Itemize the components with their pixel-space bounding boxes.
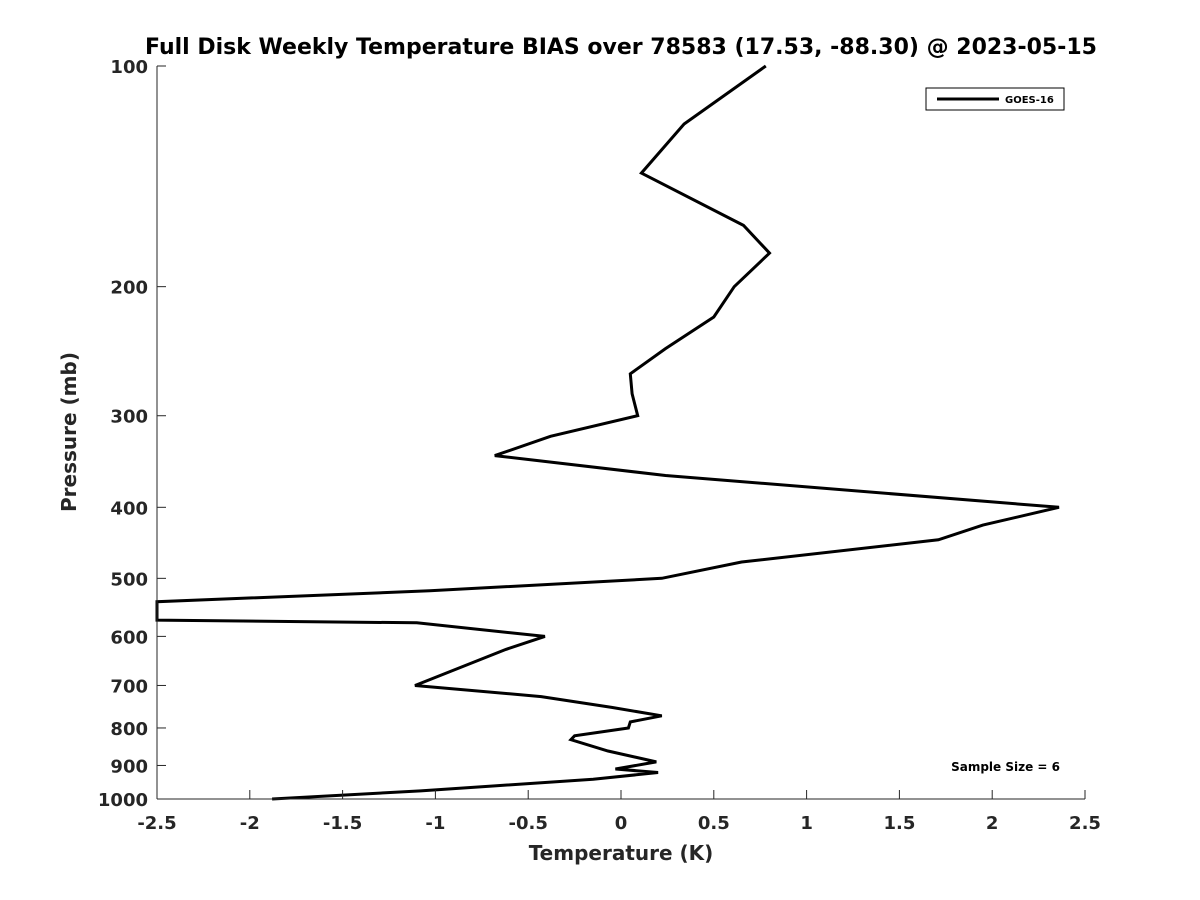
x-axis-label: Temperature (K) (529, 841, 714, 865)
x-tick-label: -1.5 (323, 813, 362, 834)
chart-title: Full Disk Weekly Temperature BIAS over 7… (145, 35, 1097, 60)
y-tick-label: 100 (110, 57, 148, 78)
legend-label-goes-16: GOES-16 (1005, 95, 1054, 106)
y-tick-label: 400 (110, 498, 148, 519)
x-tick-label: -1 (425, 813, 445, 834)
x-tick-label: 0.5 (698, 813, 730, 834)
y-axis-label: Pressure (mb) (57, 352, 81, 512)
sample-size-annotation: Sample Size = 6 (951, 760, 1060, 774)
y-tick-label: 600 (110, 627, 148, 648)
x-tick-label: 2.5 (1069, 813, 1101, 834)
y-tick-label: 700 (110, 676, 148, 697)
x-axis: -2.5 -2 -1.5 -1 -0.5 0 0.5 1 1.5 2 2.5 (137, 790, 1101, 834)
series-line-goes-16 (155, 64, 1060, 801)
y-tick-label: 900 (110, 756, 148, 777)
x-tick-label: 0 (615, 813, 628, 834)
y-tick-label: 500 (110, 569, 148, 590)
y-tick-label: 300 (110, 407, 148, 428)
y-axis: 100 200 300 400 500 600 700 800 900 1000 (98, 57, 166, 811)
y-tick-label: 1000 (98, 790, 148, 811)
x-tick-label: 2 (986, 813, 999, 834)
x-tick-label: -2.5 (137, 813, 176, 834)
x-tick-label: 1 (800, 813, 813, 834)
x-tick-label: -2 (240, 813, 260, 834)
y-tick-label: 800 (110, 719, 148, 740)
x-tick-label: -0.5 (509, 813, 548, 834)
x-tick-label: 1.5 (883, 813, 915, 834)
legend: GOES-16 (925, 87, 1065, 111)
plot-area (155, 64, 1060, 801)
y-tick-label: 200 (110, 278, 148, 299)
